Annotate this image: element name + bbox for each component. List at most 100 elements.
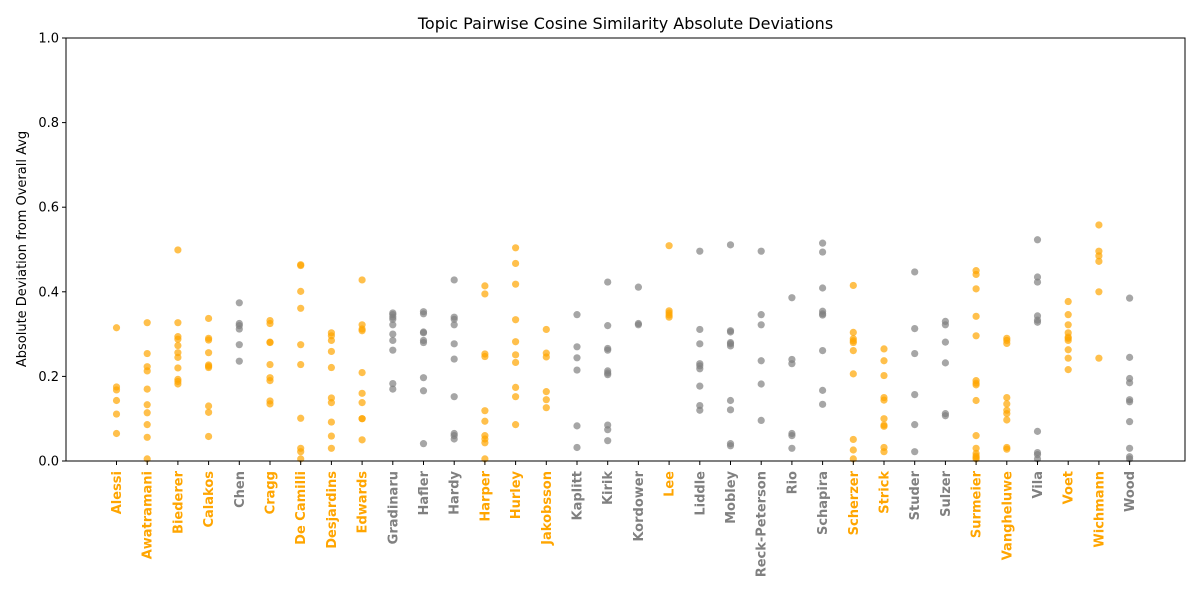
data-point	[757, 416, 765, 424]
data-point	[1033, 427, 1042, 435]
x-tick-label: Studer	[908, 470, 923, 520]
data-point	[358, 415, 366, 423]
x-tick-label: Mobley	[724, 470, 739, 523]
data-point	[327, 444, 335, 452]
data-point	[358, 368, 366, 377]
data-point	[511, 383, 520, 391]
data-point	[389, 321, 397, 329]
data-point	[665, 242, 673, 250]
data-point	[1126, 294, 1134, 302]
data-point	[112, 429, 121, 438]
data-point	[297, 414, 305, 422]
data-point	[1064, 346, 1072, 354]
data-point	[819, 311, 827, 319]
data-point	[358, 276, 366, 284]
data-point	[1126, 353, 1134, 361]
data-point	[1064, 321, 1072, 329]
x-tick-label: Biederer	[171, 470, 186, 534]
data-point	[297, 448, 305, 456]
data-point	[542, 388, 550, 396]
data-point	[174, 364, 182, 372]
data-point	[1095, 257, 1103, 265]
data-point	[972, 270, 980, 279]
data-point	[573, 422, 581, 430]
data-point	[1064, 366, 1072, 374]
y-tick-label: 0.2	[38, 370, 59, 385]
data-point	[511, 316, 520, 324]
x-tick-label: Gradinaru	[386, 471, 401, 544]
data-point	[911, 448, 919, 456]
data-point	[972, 432, 980, 440]
data-point	[604, 371, 612, 379]
data-point	[911, 268, 919, 276]
data-point	[726, 342, 735, 350]
x-tick-label: Vangheluwe	[1000, 471, 1015, 560]
data-point	[511, 244, 520, 252]
data-point	[1095, 288, 1103, 296]
data-point	[174, 380, 182, 388]
data-point	[880, 396, 888, 404]
data-point	[297, 304, 305, 312]
data-point	[266, 377, 274, 385]
data-point	[235, 299, 243, 307]
data-point	[112, 410, 121, 418]
x-tick-label: Wood	[1123, 471, 1138, 512]
data-point	[849, 435, 857, 444]
x-tick-label: Jakobsson	[540, 471, 555, 546]
x-tick-label: Sulzer	[939, 470, 954, 516]
x-tick-label: Edwards	[356, 471, 371, 534]
data-point	[665, 313, 673, 321]
data-point	[481, 352, 489, 361]
data-point	[849, 338, 857, 347]
data-point	[542, 353, 550, 361]
data-point	[573, 343, 581, 351]
data-point	[819, 386, 827, 394]
data-point	[419, 310, 428, 318]
data-point	[726, 406, 735, 414]
data-point	[911, 421, 919, 429]
data-point	[235, 325, 243, 333]
data-point	[788, 444, 796, 452]
data-point	[143, 349, 151, 358]
data-point	[358, 399, 366, 407]
data-point	[450, 321, 458, 329]
data-point	[235, 357, 243, 365]
data-point	[696, 340, 704, 348]
data-point	[143, 421, 151, 429]
data-point	[573, 443, 581, 452]
data-point	[880, 448, 888, 456]
data-point	[604, 437, 612, 445]
x-tick-label: Chen	[233, 471, 248, 508]
data-point	[205, 314, 213, 323]
data-point	[757, 357, 765, 365]
data-point	[604, 278, 612, 286]
data-point	[542, 396, 550, 404]
data-point	[972, 396, 980, 405]
data-point	[205, 408, 213, 416]
data-point	[511, 393, 520, 401]
data-point	[819, 346, 827, 355]
data-point	[511, 338, 520, 346]
data-point	[604, 346, 612, 354]
data-point	[297, 261, 305, 270]
data-point	[1003, 445, 1011, 453]
data-point	[174, 246, 182, 254]
data-point	[389, 379, 397, 388]
x-tick-label: Hardy	[448, 470, 463, 514]
data-point	[419, 374, 428, 382]
data-point	[696, 365, 704, 373]
plot-frame	[65, 37, 1186, 462]
data-point	[358, 389, 366, 397]
x-tick-label: Calakos	[202, 471, 217, 528]
data-point	[972, 312, 980, 320]
x-tick-label: Lee	[663, 471, 678, 497]
data-point	[143, 319, 151, 327]
x-tick-label: Reck-Peterson	[755, 471, 770, 577]
data-point	[327, 347, 335, 356]
x-tick-label: Hafler	[417, 470, 432, 515]
data-point	[1003, 339, 1011, 348]
y-tick-label: 0.4	[38, 285, 59, 300]
data-point	[358, 436, 366, 444]
data-point	[819, 284, 827, 292]
x-tick-label: Harper	[478, 470, 493, 521]
